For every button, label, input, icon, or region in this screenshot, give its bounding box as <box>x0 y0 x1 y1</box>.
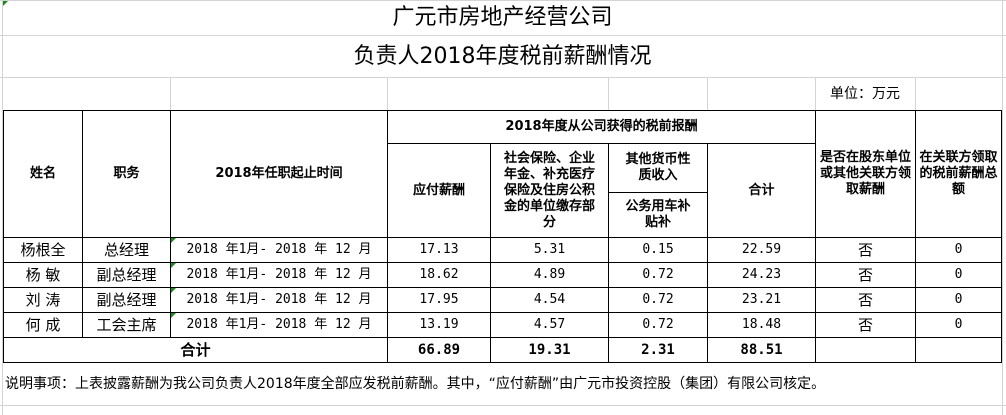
gridline <box>815 77 816 110</box>
gridline <box>0 0 1006 1</box>
sum-insurance[interactable]: 19.31 <box>490 337 609 363</box>
gridline <box>915 77 916 110</box>
cell-related[interactable]: 0 <box>915 237 1002 263</box>
sum-car[interactable]: 2.31 <box>608 337 708 363</box>
cell-marker <box>171 238 176 243</box>
header-other-income[interactable]: 其他货币性质收入 <box>608 143 708 193</box>
cell-name[interactable]: 何 成 <box>3 312 83 338</box>
cell-tenure[interactable]: 2018 年1月- 2018 年 12 月 <box>170 287 388 313</box>
cell-tenure[interactable]: 2018 年1月- 2018 年 12 月 <box>170 312 388 338</box>
gridline <box>0 77 1006 78</box>
sum-label[interactable]: 合计 <box>3 337 388 363</box>
cell-shareholder[interactable]: 否 <box>815 237 916 263</box>
gridline <box>170 77 171 110</box>
cell-shareholder[interactable]: 否 <box>815 312 916 338</box>
gridline <box>0 35 1006 36</box>
cell-related[interactable]: 0 <box>915 287 1002 313</box>
gridline <box>2 0 3 415</box>
gridline <box>608 77 609 110</box>
cell-total[interactable]: 18.48 <box>707 312 816 338</box>
cell-marker <box>171 288 176 293</box>
footnote[interactable]: 说明事项：上表披露薪酬为我公司负责人2018年度全部应发税前薪酬。其中，“应付薪… <box>5 376 826 392</box>
cell-payable[interactable]: 17.13 <box>387 237 491 263</box>
cell-position[interactable]: 副总经理 <box>82 287 171 313</box>
cell-payable[interactable]: 18.62 <box>387 262 491 288</box>
cell-marker <box>171 313 176 318</box>
cell-name[interactable]: 杨 敏 <box>3 262 83 288</box>
cell-insurance[interactable]: 4.54 <box>490 287 609 313</box>
cell-tenure[interactable]: 2018 年1月- 2018 年 12 月 <box>170 262 388 288</box>
cell-insurance[interactable]: 5.31 <box>490 237 609 263</box>
sheet-subtitle[interactable]: 负责人2018年度税前薪酬情况 <box>353 43 652 69</box>
cell-marker <box>3 1 8 6</box>
cell-related[interactable]: 0 <box>915 262 1002 288</box>
cell-insurance[interactable]: 4.89 <box>490 262 609 288</box>
sum-related-empty[interactable] <box>915 337 1002 363</box>
gridline <box>0 405 1006 406</box>
cell-shareholder[interactable]: 否 <box>815 287 916 313</box>
cell-car[interactable]: 0.72 <box>608 312 708 338</box>
cell-shareholder[interactable]: 否 <box>815 262 916 288</box>
cell-position[interactable]: 副总经理 <box>82 262 171 288</box>
header-related[interactable]: 在关联方领取的税前薪酬总额 <box>915 110 1002 238</box>
cell-car[interactable]: 0.15 <box>608 237 708 263</box>
cell-payable[interactable]: 13.19 <box>387 312 491 338</box>
unit-label[interactable]: 单位：万元 <box>830 86 900 102</box>
cell-payable[interactable]: 17.95 <box>387 287 491 313</box>
cell-insurance[interactable]: 4.57 <box>490 312 609 338</box>
cell-tenure[interactable]: 2018 年1月- 2018 年 12 月 <box>170 237 388 263</box>
gridline <box>387 77 388 110</box>
cell-position[interactable]: 工会主席 <box>82 312 171 338</box>
cell-related[interactable]: 0 <box>915 312 1002 338</box>
cell-car[interactable]: 0.72 <box>608 287 708 313</box>
cell-name[interactable]: 刘 涛 <box>3 287 83 313</box>
gridline <box>707 77 708 110</box>
sum-shareholder-empty[interactable] <box>815 337 916 363</box>
cell-position[interactable]: 总经理 <box>82 237 171 263</box>
header-payable[interactable]: 应付薪酬 <box>387 143 491 238</box>
header-car-subsidy[interactable]: 公务用车补贴补 <box>608 192 708 238</box>
header-name[interactable]: 姓名 <box>3 110 83 238</box>
cell-total[interactable]: 23.21 <box>707 287 816 313</box>
sum-payable[interactable]: 66.89 <box>387 337 491 363</box>
header-pretax-group[interactable]: 2018年度从公司获得的税前报酬 <box>387 110 816 144</box>
cell-total[interactable]: 22.59 <box>707 237 816 263</box>
sheet-title[interactable]: 广元市房地产经营公司 <box>392 5 613 30</box>
cell-marker <box>171 263 176 268</box>
header-insurance[interactable]: 社会保险、企业年金、补充医疗保险及住房公积金的单位缴存部分 <box>490 143 609 238</box>
cell-name[interactable]: 杨根全 <box>3 237 83 263</box>
header-total[interactable]: 合计 <box>707 143 816 238</box>
header-position[interactable]: 职务 <box>82 110 171 238</box>
cell-total[interactable]: 24.23 <box>707 262 816 288</box>
header-tenure[interactable]: 2018年任职起止时间 <box>170 110 388 238</box>
sum-total[interactable]: 88.51 <box>707 337 816 363</box>
header-shareholder[interactable]: 是否在股东单位或其他关联方领取薪酬 <box>815 110 916 238</box>
cell-car[interactable]: 0.72 <box>608 262 708 288</box>
gridline <box>1002 0 1003 415</box>
